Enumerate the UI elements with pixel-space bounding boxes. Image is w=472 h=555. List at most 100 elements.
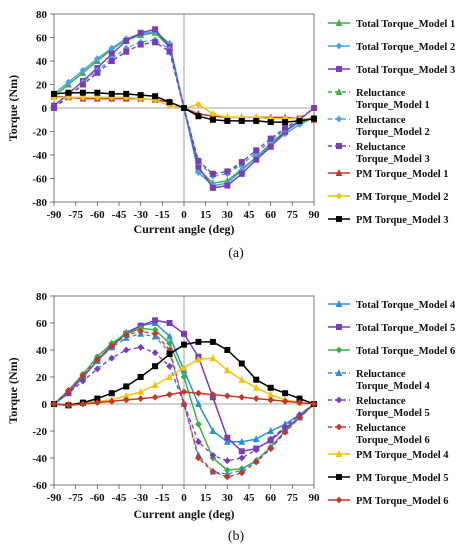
data-point [267,390,275,398]
x-tick-label: 45 [244,209,256,221]
data-point [209,391,217,398]
data-point [122,331,130,339]
data-point [224,182,231,189]
data-point [151,393,159,401]
data-point [238,454,246,462]
data-point [166,391,173,398]
data-point [79,81,86,88]
x-tick-label: 30 [222,492,234,504]
x-tick-label: 75 [287,209,299,221]
x-tick-label: 0 [181,209,187,221]
x-tick-label: -75 [68,209,83,221]
data-point [253,156,260,163]
data-point [267,119,274,126]
data-point [209,451,217,459]
data-point [195,438,202,446]
legend-swatch-marker [335,496,343,504]
data-point [238,166,246,174]
y-tick-label: -80 [32,197,47,209]
legend-swatch-marker [335,115,343,123]
data-point [123,48,130,55]
legend-swatch-marker [335,192,343,200]
y-axis-title: Torque (Nm) [6,75,20,141]
data-point [238,448,245,455]
data-point [79,94,87,101]
data-point [195,338,202,345]
legend-label: Total Torque_Model 5 [356,323,455,334]
y-tick-label: -60 [32,480,47,492]
data-point [152,26,159,33]
data-point [122,44,130,52]
data-point [151,96,159,104]
data-point [267,384,274,391]
data-point [195,169,202,177]
chart-panel-1: -80 -60 -40 -20 0 20 40 60 80 -90 -75 -60 -45 -30 -15 0… [6,9,455,261]
data-point [181,330,187,337]
data-point [65,401,72,409]
data-point [223,457,231,465]
data-point [137,29,144,36]
legend-label: PM Torque_Model 6 [356,496,449,507]
data-point [195,400,202,407]
legend-label: PM Torque_Model 4 [356,450,449,461]
data-point [195,454,202,462]
y-tick-label: 60 [36,318,48,330]
data-point [180,363,188,371]
legend-label: Reluctance Torque_Model 3 [356,142,430,165]
data-point [108,94,116,101]
legend-label: Total Torque_Model 2 [356,42,455,53]
data-point [108,50,115,57]
data-point [238,393,246,401]
legend-swatch-marker [335,300,343,307]
data-point [166,48,173,55]
data-point [224,434,231,441]
data-point [296,399,303,407]
data-point [79,372,87,380]
data-point [224,168,231,175]
data-point [94,89,101,96]
data-point [166,332,173,340]
x-axis-title: Current angle (deg) [133,507,234,521]
y-tick-label: -20 [32,127,47,139]
legend-label: PM Torque_Model 3 [356,215,449,226]
data-point [238,360,245,367]
data-point [209,170,216,177]
x-tick-label: -45 [112,209,127,221]
data-point [209,110,217,118]
data-point [281,423,289,431]
data-point [296,117,303,124]
x-tick-label: -90 [47,209,62,221]
y-tick-label: 60 [36,33,48,45]
y-tick-label: 40 [36,56,48,68]
data-point [223,437,231,445]
y-tick-label: -40 [32,453,47,465]
data-point [238,117,245,124]
legend-swatch-marker [335,369,343,376]
data-point [267,435,275,443]
x-tick-label: -75 [68,492,83,504]
data-point [209,354,217,362]
data-point [209,184,216,191]
data-point [79,400,87,408]
data-point [79,67,87,74]
legend-label: PM Torque_Model 1 [356,169,449,180]
y-tick-label: -40 [32,150,47,162]
data-point [94,395,101,402]
data-point [137,374,144,380]
data-point [238,469,246,477]
data-point [195,157,202,164]
data-point [195,389,202,397]
data-point [195,163,202,170]
legend-label: Total Torque_Model 1 [356,19,455,30]
data-point [267,396,275,404]
data-point [51,105,57,111]
data-point [238,375,246,383]
data-point [223,392,231,400]
legend-label: Reluctance Torque_Model 2 [356,115,430,138]
y-tick-label: 80 [36,291,48,303]
data-point [137,387,145,395]
legend-swatch-marker [335,346,343,354]
data-point [152,363,159,370]
x-axis-title: Current angle (deg) [133,222,234,236]
panel-label: (b) [228,529,245,544]
